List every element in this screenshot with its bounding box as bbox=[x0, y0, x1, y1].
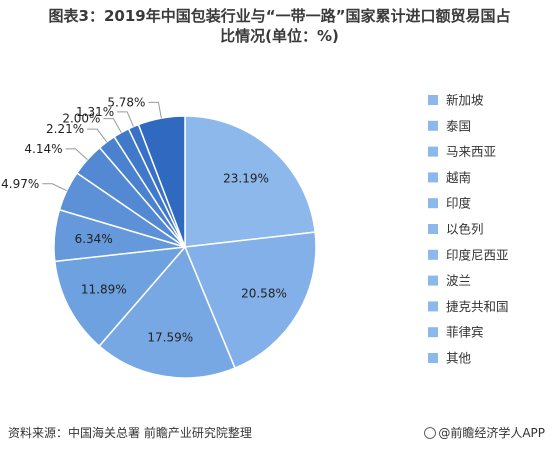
chart-title-line2: 比情况(单位：%) bbox=[220, 27, 339, 45]
data-label-9: 2.00% bbox=[62, 112, 100, 126]
pie-slice-11 bbox=[137, 115, 186, 248]
legend-marker-5 bbox=[428, 198, 438, 209]
data-label-5: 6.34% bbox=[75, 232, 113, 246]
data-label-11: 5.78% bbox=[107, 95, 145, 109]
legend-marker-3 bbox=[428, 146, 438, 157]
legend-label-11: 其他 bbox=[446, 351, 472, 366]
legend-marker-6 bbox=[428, 224, 438, 234]
legend-marker-1 bbox=[428, 95, 438, 105]
data-label-8: 2.21% bbox=[46, 122, 84, 136]
leader-line-6 bbox=[42, 183, 67, 192]
data-label-7: 4.14% bbox=[24, 142, 62, 156]
legend-label-3: 马来西亚 bbox=[446, 144, 496, 159]
legend-marker-11 bbox=[428, 353, 438, 363]
legend-marker-10 bbox=[428, 327, 438, 338]
data-label-1: 23.19% bbox=[223, 172, 269, 186]
legend-marker-8 bbox=[428, 275, 438, 286]
pie-slice-3 bbox=[98, 245, 236, 379]
data-label-6: 4.97% bbox=[1, 177, 39, 191]
legend-label-8: 波兰 bbox=[446, 273, 471, 288]
leader-line-7 bbox=[65, 148, 88, 160]
pie-slice-4 bbox=[53, 246, 187, 348]
legend-marker-7 bbox=[428, 249, 438, 260]
legend-label-10: 菲律宾 bbox=[446, 325, 484, 340]
legend-label-5: 印度 bbox=[446, 196, 472, 211]
pie-slice-1 bbox=[184, 115, 316, 248]
source-note: 资料来源：中国海关总署 前瞻产业研究院整理 bbox=[8, 426, 252, 440]
legend-marker-2 bbox=[428, 120, 438, 131]
legend-label-7: 印度尼西亚 bbox=[446, 247, 509, 262]
legend-label-9: 捷克共和国 bbox=[446, 299, 509, 314]
leader-line-9 bbox=[103, 118, 122, 133]
legend-label-4: 越南 bbox=[446, 170, 471, 185]
data-label-2: 20.58% bbox=[241, 287, 287, 301]
chart-title-line1: 图表3：2019年中国包装行业与“一带一路”国家累计进口额贸易国占 bbox=[48, 7, 511, 25]
data-label-3: 17.59% bbox=[147, 331, 193, 345]
credit-text: @前瞻经济学人APP bbox=[438, 426, 545, 440]
legend-marker-4 bbox=[428, 172, 438, 183]
leader-line-10 bbox=[117, 111, 134, 127]
data-label-4: 11.89% bbox=[81, 283, 127, 297]
pie-slice-2 bbox=[183, 231, 317, 370]
data-label-10: 1.31% bbox=[76, 105, 114, 119]
legend-label-1: 新加坡 bbox=[446, 93, 484, 108]
legend-label-2: 泰国 bbox=[446, 118, 471, 133]
leader-line-8 bbox=[87, 128, 108, 143]
legend-label-6: 以色列 bbox=[446, 222, 484, 237]
leader-line-11 bbox=[148, 101, 162, 119]
chart-title: 图表3：2019年中国包装行业与“一带一路”国家累计进口额贸易国占 比情况(单位… bbox=[0, 6, 559, 46]
qianzhan-logo-icon bbox=[424, 427, 437, 439]
credit-note: @前瞻经济学人APP bbox=[424, 424, 545, 441]
legend-marker-9 bbox=[428, 301, 438, 312]
